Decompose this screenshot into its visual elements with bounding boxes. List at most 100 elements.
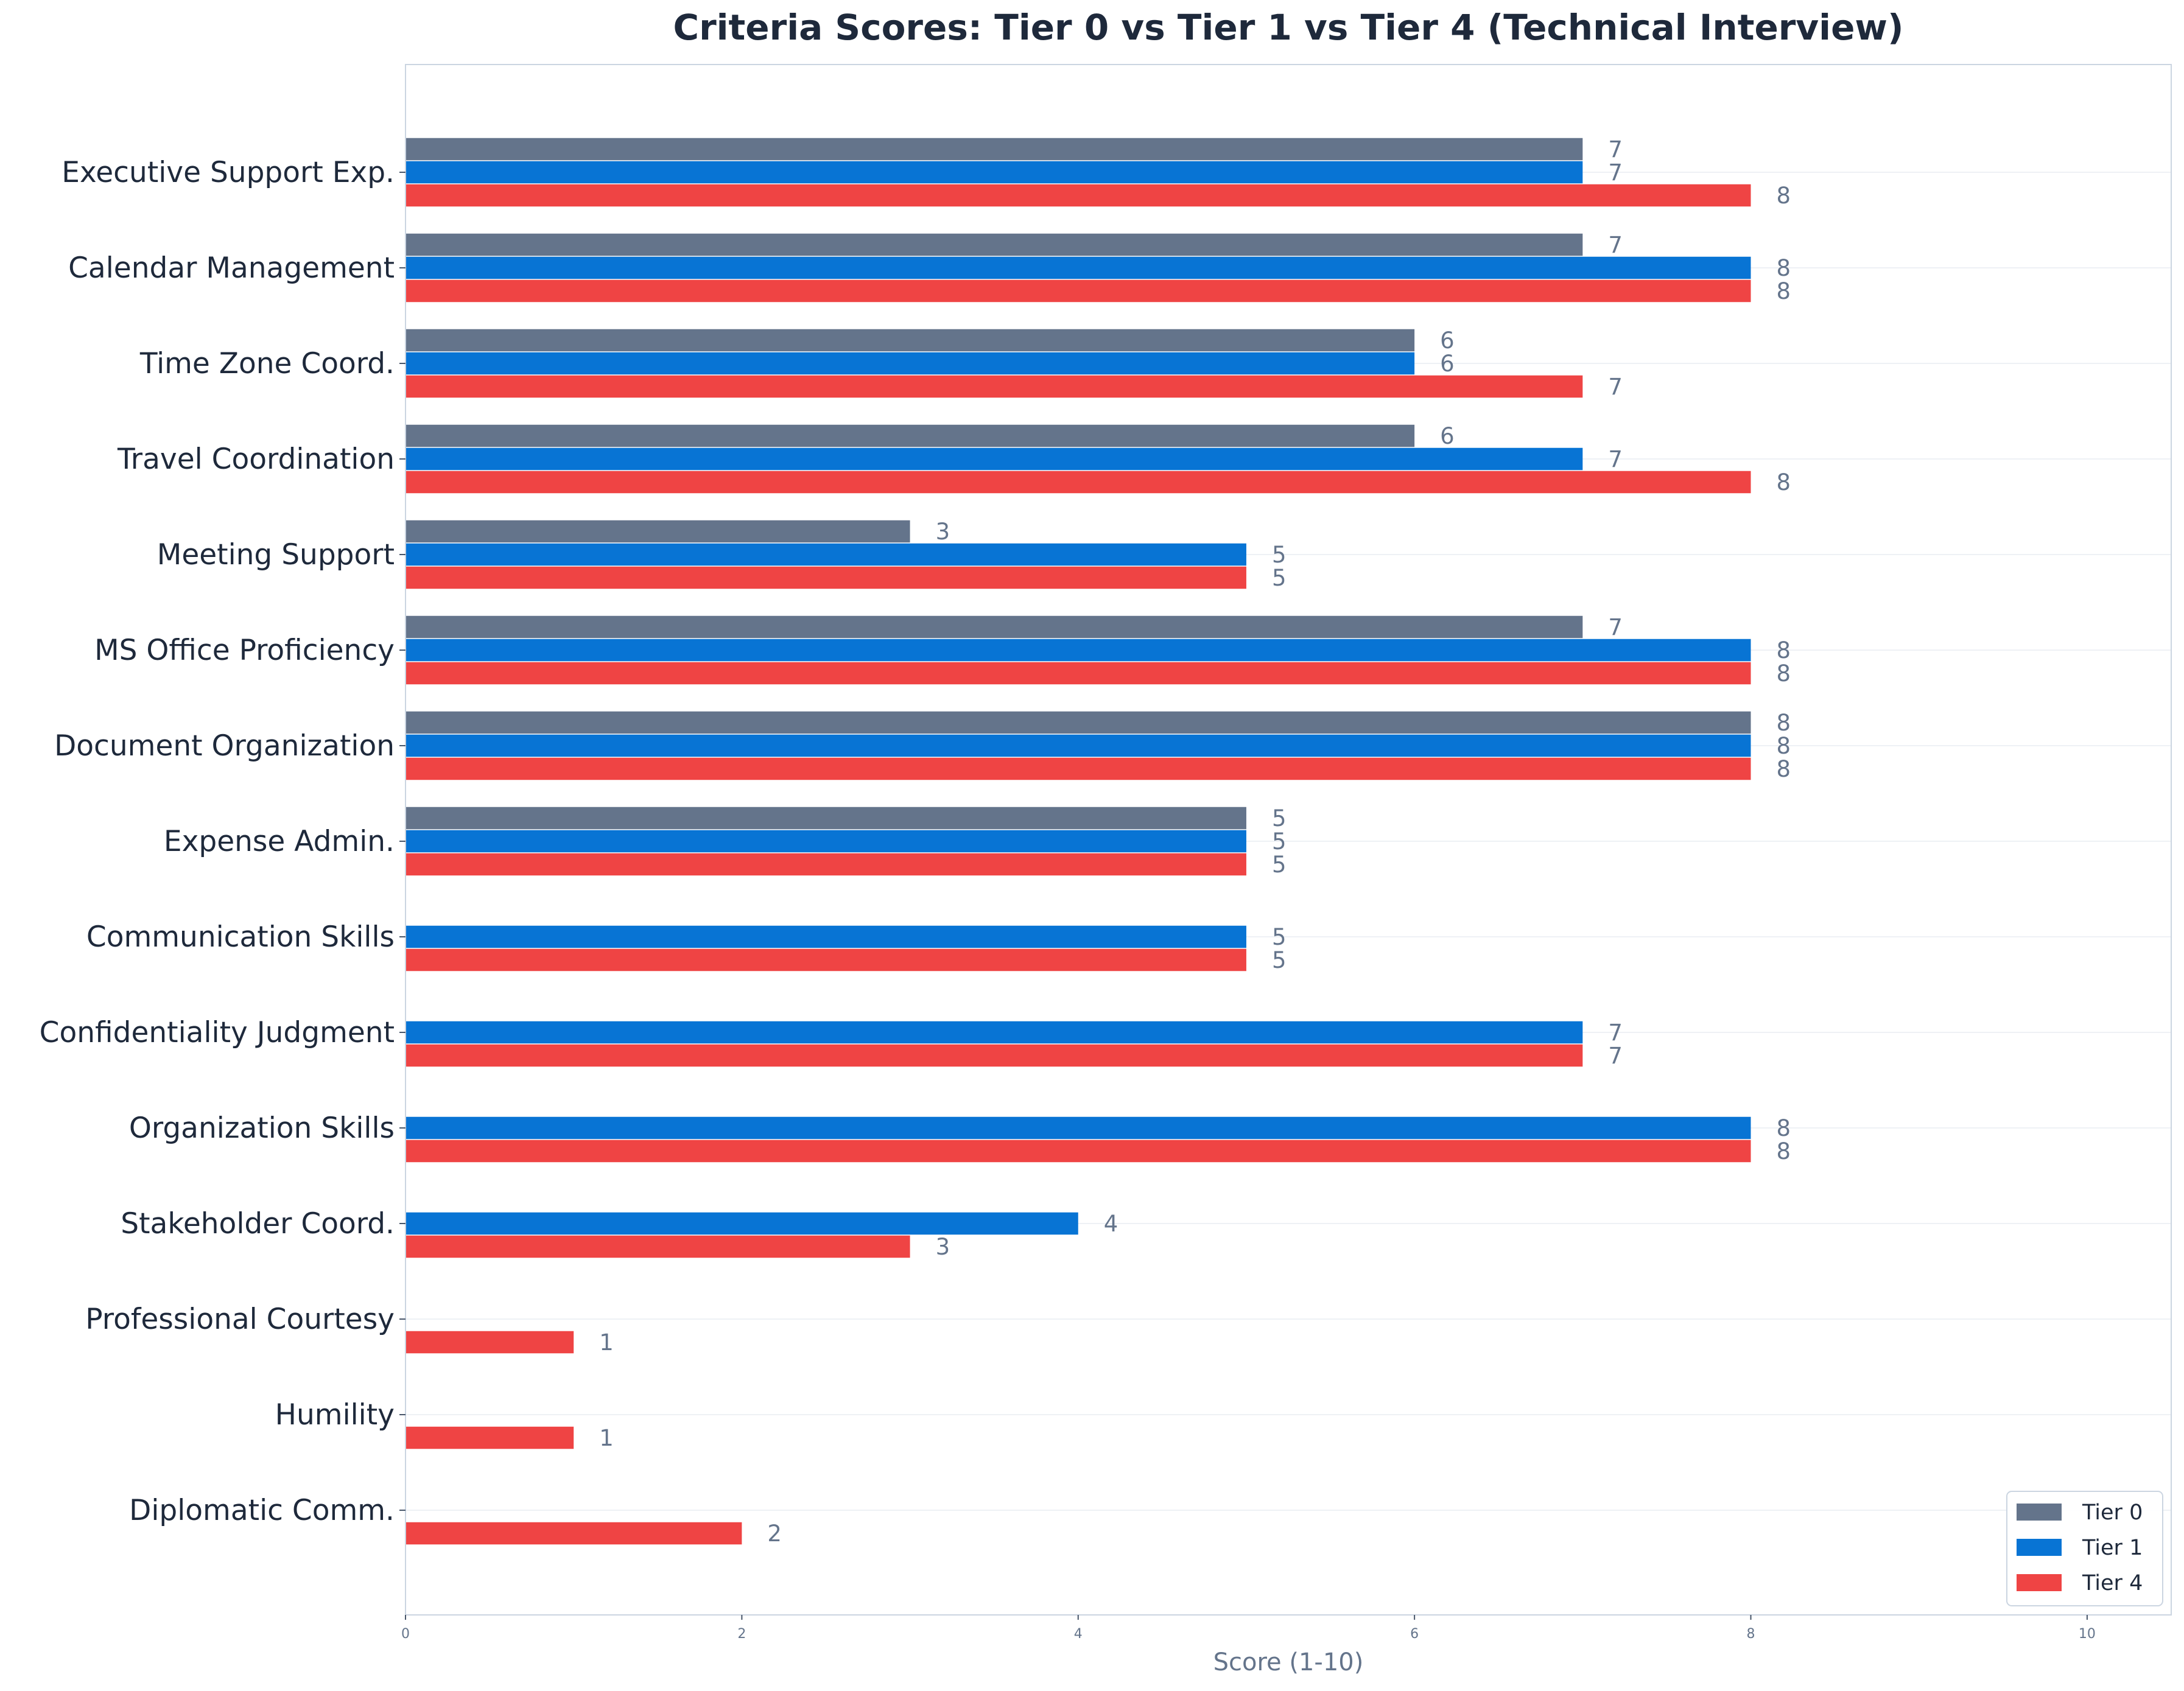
bar [406, 639, 1751, 662]
category-label: Expense Admin. [164, 825, 395, 858]
bar-value-label: 6 [1440, 423, 1455, 449]
bar [406, 161, 1583, 184]
bar-value-label: 7 [1608, 446, 1623, 472]
bar [406, 279, 1751, 303]
legend-swatch [2017, 1504, 2062, 1521]
bar [406, 352, 1415, 375]
bar [406, 233, 1583, 256]
category-label: Travel Coordination [117, 443, 395, 476]
x-tick-label: 8 [1747, 1626, 1755, 1642]
category-label: Stakeholder Coord. [121, 1207, 395, 1241]
bar-value-label: 8 [1777, 1138, 1791, 1164]
bar [406, 925, 1246, 948]
bar-value-label: 3 [936, 519, 950, 545]
legend-swatch [2017, 1539, 2062, 1556]
bar [406, 807, 1246, 830]
category-label: Humility [275, 1398, 395, 1432]
chart-title: Criteria Scores: Tier 0 vs Tier 1 vs Tie… [673, 7, 1904, 48]
bar [406, 329, 1415, 352]
bar-value-label: 7 [1608, 1020, 1623, 1046]
bar-value-label: 7 [1608, 232, 1623, 258]
bar [406, 1021, 1583, 1044]
category-label: Calendar Management [68, 251, 395, 285]
category-label: Document Organization [54, 729, 395, 763]
bar-value-label: 7 [1608, 1043, 1623, 1069]
x-tick-label: 4 [1074, 1626, 1083, 1642]
bar-value-label: 5 [1272, 828, 1287, 855]
bar-value-label: 5 [1272, 542, 1287, 568]
bar-value-label: 5 [1272, 924, 1287, 950]
bar-value-label: 8 [1777, 1115, 1791, 1141]
bar-value-label: 8 [1777, 710, 1791, 736]
bar-value-label: 8 [1777, 660, 1791, 687]
bar [406, 424, 1415, 447]
y-axis: Executive Support Exp. Calendar Managemen… [40, 156, 406, 1527]
bar [406, 734, 1751, 757]
category-label: MS Office Proficiency [94, 634, 395, 667]
category-label: Communication Skills [86, 920, 395, 954]
bar-value-label: 8 [1777, 469, 1791, 495]
bar [406, 1212, 1078, 1235]
bar-value-label: 8 [1777, 756, 1791, 782]
bar [406, 566, 1246, 589]
bar-value-label: 5 [1272, 947, 1287, 973]
bar [406, 1522, 742, 1545]
category-label: Professional Courtesy [85, 1303, 395, 1336]
bar [406, 1331, 574, 1354]
bar-value-label: 5 [1272, 565, 1287, 591]
bar [406, 948, 1246, 972]
category-label: Time Zone Coord. [139, 347, 395, 380]
legend-swatch [2017, 1574, 2062, 1591]
bar [406, 184, 1751, 207]
bar-value-label: 5 [1272, 852, 1287, 878]
bar-value-label: 3 [936, 1234, 950, 1260]
x-axis-label: Score (1-10) [1213, 1648, 1364, 1676]
bar [406, 830, 1246, 853]
bar-value-label: 4 [1104, 1211, 1118, 1237]
bar [406, 543, 1246, 566]
bar-value-label: 2 [767, 1521, 782, 1547]
legend-label: Tier 0 [2082, 1500, 2143, 1525]
x-axis: 0 2 4 6 8 10 [401, 1615, 2096, 1642]
bar [406, 375, 1583, 398]
category-label: Meeting Support [157, 538, 395, 572]
category-label: Confidentiality Judgment [40, 1016, 395, 1049]
bar-value-label: 6 [1440, 351, 1455, 377]
plot-area-frame [405, 64, 2172, 1616]
bar-value-label: 8 [1777, 733, 1791, 759]
bar [406, 447, 1583, 471]
bar-value-label: 5 [1272, 805, 1287, 831]
bar [406, 615, 1583, 639]
legend: Tier 0 Tier 1 Tier 4 [2006, 1491, 2163, 1606]
bar [406, 757, 1751, 780]
bar-value-label: 8 [1777, 183, 1791, 209]
x-tick-label: 10 [2079, 1626, 2096, 1642]
bar-value-label: 6 [1440, 327, 1455, 354]
bars [406, 138, 1751, 1545]
bar [406, 471, 1751, 494]
category-label: Executive Support Exp. [61, 156, 395, 189]
bar-value-label: 1 [599, 1329, 614, 1356]
legend-label: Tier 1 [2082, 1536, 2143, 1560]
bar [406, 1140, 1751, 1163]
bar-value-label: 7 [1608, 136, 1623, 163]
bar-value-label: 8 [1777, 278, 1791, 304]
bar-value-label: 7 [1608, 374, 1623, 400]
bar [406, 853, 1246, 876]
category-label: Organization Skills [129, 1112, 395, 1145]
bar [406, 138, 1583, 161]
bar [406, 520, 910, 543]
bar [406, 1426, 574, 1449]
bar-value-label: 7 [1608, 159, 1623, 186]
bar-value-label: 8 [1777, 255, 1791, 281]
legend-label: Tier 4 [2082, 1571, 2143, 1595]
x-tick-label: 6 [1410, 1626, 1419, 1642]
category-label: Diplomatic Comm. [129, 1494, 395, 1527]
bar [406, 711, 1751, 734]
x-tick-label: 0 [401, 1626, 410, 1642]
bar-value-label: 8 [1777, 637, 1791, 663]
bar-value-label: 1 [599, 1425, 614, 1451]
bar [406, 1235, 910, 1258]
